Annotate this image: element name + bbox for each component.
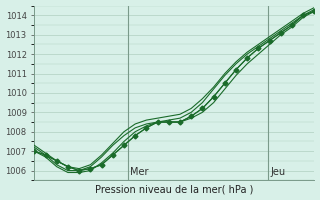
Text: Jeu: Jeu	[270, 167, 285, 177]
Text: Mer: Mer	[131, 167, 149, 177]
X-axis label: Pression niveau de la mer( hPa ): Pression niveau de la mer( hPa )	[95, 184, 253, 194]
